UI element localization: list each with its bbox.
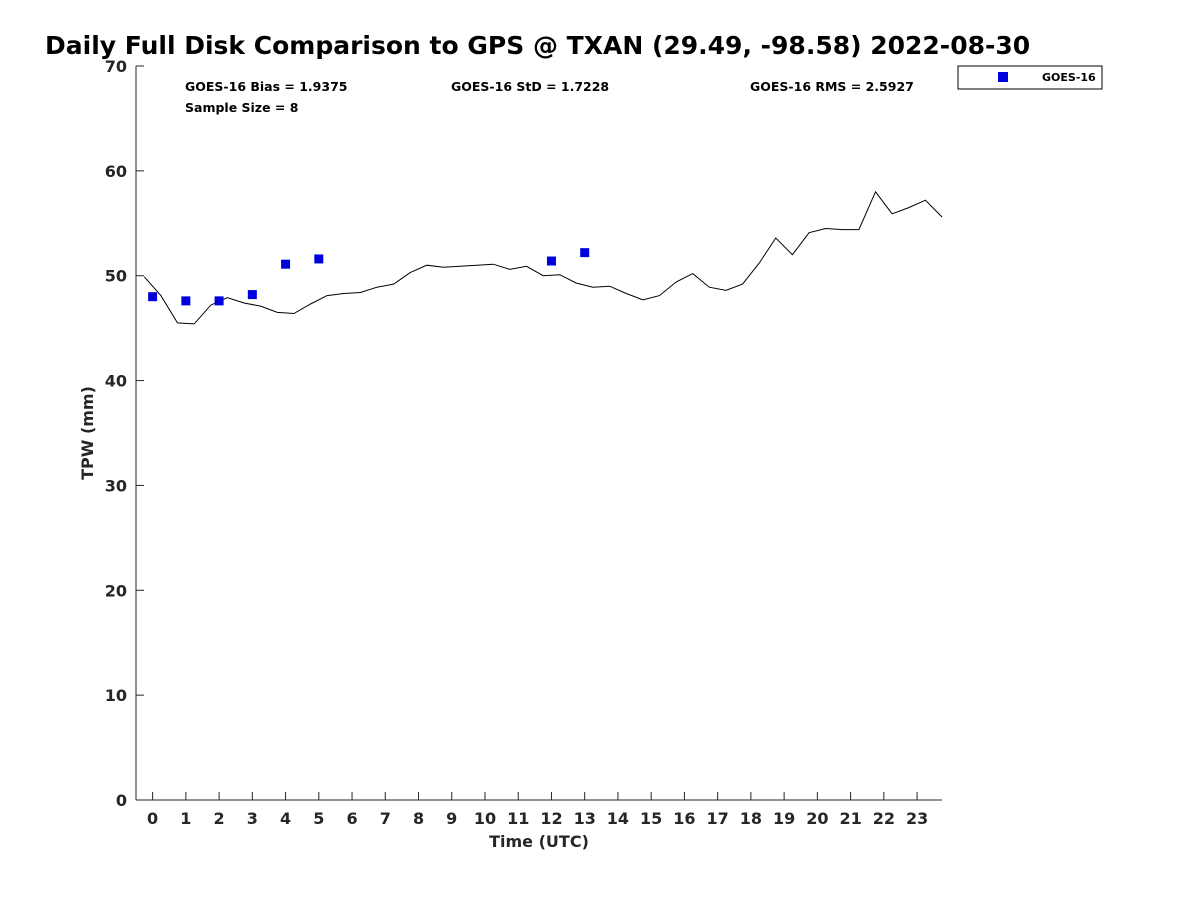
x-axis-label: Time (UTC) xyxy=(489,832,589,851)
stat-rms: GOES-16 RMS = 2.5927 xyxy=(750,79,914,94)
legend: GOES-16 xyxy=(957,65,1103,90)
y-tick-label: 0 xyxy=(116,791,127,810)
x-tick-label: 4 xyxy=(280,809,291,828)
x-tick-label: 5 xyxy=(313,809,324,828)
goes16-point xyxy=(148,292,158,302)
x-tick-label: 20 xyxy=(806,809,828,828)
gps-line xyxy=(143,190,943,325)
y-tick-label: 20 xyxy=(105,581,127,600)
stat-bias: GOES-16 Bias = 1.9375 xyxy=(185,79,347,94)
x-tick-label: 9 xyxy=(446,809,457,828)
y-axis-label: TPW (mm) xyxy=(78,386,97,480)
x-tick-label: 22 xyxy=(873,809,895,828)
stat-sample-size: Sample Size = 8 xyxy=(185,100,298,115)
legend-box xyxy=(957,65,1103,90)
x-tick-label: 7 xyxy=(380,809,391,828)
x-tick-label: 11 xyxy=(507,809,529,828)
goes16-point xyxy=(314,254,324,264)
x-tick-label: 21 xyxy=(839,809,861,828)
y-tick-label: 60 xyxy=(105,162,127,181)
x-tick-label: 19 xyxy=(773,809,795,828)
goes16-point xyxy=(281,259,291,269)
x-tick-label: 3 xyxy=(247,809,258,828)
x-tick-label: 16 xyxy=(673,809,695,828)
legend-marker-goes16 xyxy=(998,72,1008,82)
x-tick-label: 1 xyxy=(180,809,191,828)
x-ticks: 0 1 2 3 4 5 6 7 8 9 10 11 12 13 14 15 16 17 18 19 20 21 22 23 xyxy=(147,792,928,828)
y-tick-label: 40 xyxy=(105,372,127,391)
x-tick-label: 23 xyxy=(906,809,928,828)
legend-label-goes16: GOES-16 xyxy=(1042,71,1096,84)
goes16-point xyxy=(546,256,556,266)
x-tick-label: 17 xyxy=(707,809,729,828)
goes16-point xyxy=(181,296,191,306)
x-tick-label: 18 xyxy=(740,809,762,828)
y-tick-label: 10 xyxy=(105,686,127,705)
y-tick-label: 50 xyxy=(105,267,127,286)
x-tick-label: 12 xyxy=(540,809,562,828)
x-tick-label: 0 xyxy=(147,809,158,828)
x-tick-label: 10 xyxy=(474,809,496,828)
y-tick-label: 30 xyxy=(105,476,127,495)
x-tick-label: 6 xyxy=(346,809,357,828)
y-ticks: 0 10 20 30 40 50 60 70 xyxy=(105,57,144,810)
x-tick-label: 13 xyxy=(574,809,596,828)
plot-area xyxy=(135,66,942,801)
goes16-point xyxy=(247,290,257,300)
chart-title: Daily Full Disk Comparison to GPS @ TXAN… xyxy=(45,31,1030,60)
x-tick-label: 8 xyxy=(413,809,424,828)
series-layer xyxy=(143,190,943,325)
x-tick-label: 14 xyxy=(607,809,629,828)
stat-std: GOES-16 StD = 1.7228 xyxy=(451,79,609,94)
y-tick-label: 70 xyxy=(105,57,127,76)
x-tick-label: 15 xyxy=(640,809,662,828)
x-tick-label: 2 xyxy=(214,809,225,828)
goes16-point xyxy=(214,296,224,306)
goes16-point xyxy=(580,248,590,258)
